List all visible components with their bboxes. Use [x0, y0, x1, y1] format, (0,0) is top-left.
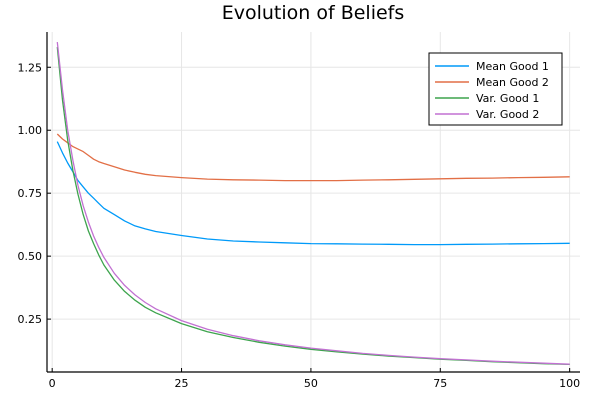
- x-tick-label: 50: [304, 377, 318, 390]
- y-tick-label: 0.25: [18, 313, 43, 326]
- legend-label: Mean Good 2: [476, 76, 549, 89]
- y-tick-label: 0.75: [18, 187, 43, 200]
- x-tick-label: 100: [559, 377, 580, 390]
- series-line-mean-good-1: [56, 141, 570, 246]
- x-tick-label: 0: [49, 377, 56, 390]
- legend: Mean Good 1 Mean Good 2 Var. Good 1 Var. Go…: [428, 52, 563, 126]
- y-tick-label: 1.00: [18, 124, 43, 137]
- series-line-mean-good-2: [56, 133, 570, 182]
- legend-label: Var. Good 2: [476, 108, 539, 121]
- series-lines: [56, 42, 570, 366]
- y-tick-label: 0.50: [18, 250, 43, 263]
- series-line-var-good-2: [56, 42, 570, 365]
- legend-box: [428, 52, 563, 126]
- legend-label: Var. Good 1: [476, 92, 539, 105]
- x-tick-label: 25: [175, 377, 189, 390]
- x-tick-label: 75: [433, 377, 447, 390]
- chart-title: Evolution of Beliefs: [222, 2, 405, 24]
- axes: 0 25 50 75 100 0.25 0.50 0.75 1.00 1.25: [18, 32, 580, 390]
- legend-label: Mean Good 1: [476, 60, 549, 73]
- y-tick-label: 1.25: [18, 61, 43, 74]
